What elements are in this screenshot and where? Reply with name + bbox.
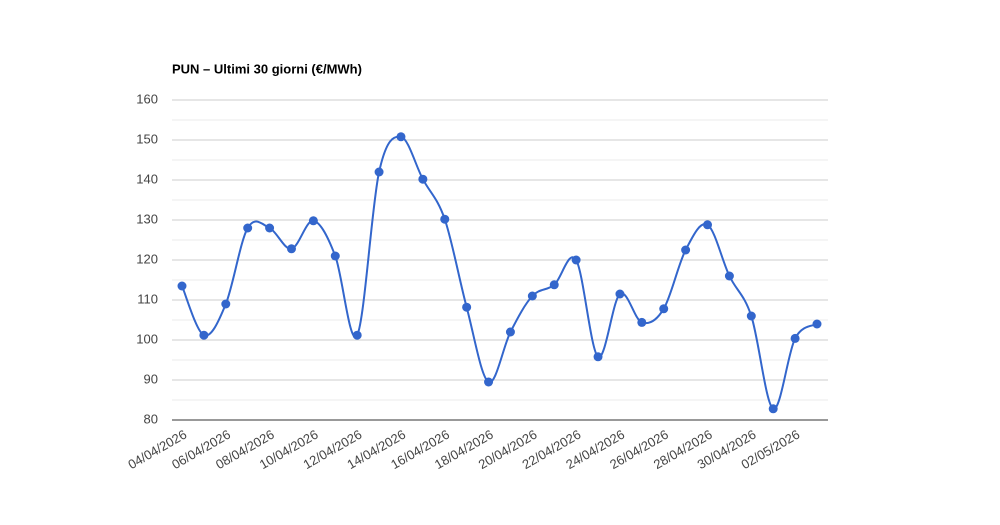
point <box>440 214 450 224</box>
point <box>724 271 734 281</box>
y-tick-label: 110 <box>137 291 158 306</box>
point <box>681 245 691 255</box>
y-tick-label: 80 <box>144 411 158 426</box>
point <box>396 132 406 142</box>
point <box>265 223 275 233</box>
chart-title: PUN – Ultimi 30 giorni (€/MWh) <box>172 61 362 76</box>
point <box>615 289 625 299</box>
point <box>199 330 209 340</box>
point <box>505 327 515 337</box>
point <box>308 216 318 226</box>
point <box>418 174 428 184</box>
point <box>462 302 472 312</box>
y-tick-label: 100 <box>136 331 158 346</box>
point <box>703 220 713 230</box>
point <box>484 377 494 387</box>
point <box>177 281 187 291</box>
point <box>352 330 362 340</box>
point <box>549 280 559 290</box>
y-tick-label: 130 <box>136 211 158 226</box>
point <box>330 251 340 261</box>
y-tick-label: 140 <box>136 171 158 186</box>
point <box>746 311 756 321</box>
point <box>221 299 231 309</box>
point <box>593 352 603 362</box>
point <box>768 404 778 414</box>
point <box>374 167 384 177</box>
point <box>527 291 537 301</box>
y-tick-label: 160 <box>136 91 158 106</box>
point <box>571 255 581 265</box>
y-tick-label: 150 <box>136 131 158 146</box>
point <box>812 319 822 329</box>
point <box>659 304 669 314</box>
point <box>243 223 253 233</box>
point <box>286 244 296 254</box>
point <box>637 317 647 327</box>
y-tick-label: 90 <box>144 371 158 386</box>
y-tick-label: 120 <box>136 251 158 266</box>
line <box>181 135 818 410</box>
point <box>790 333 800 343</box>
